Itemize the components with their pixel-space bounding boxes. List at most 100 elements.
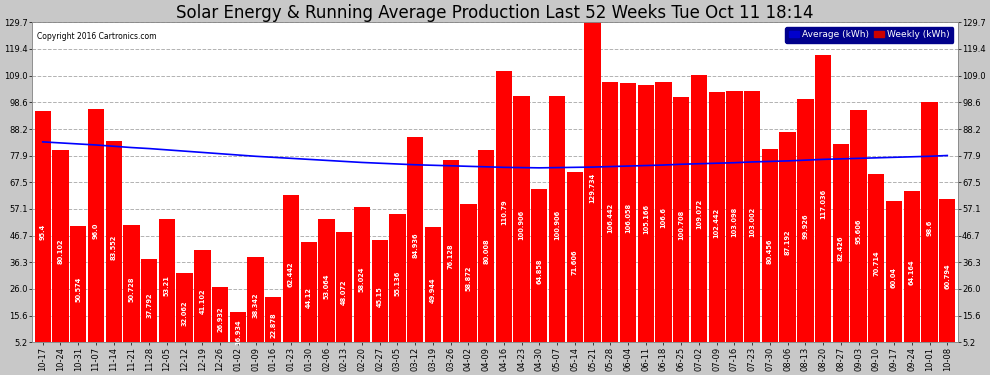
Bar bbox=[141, 259, 157, 356]
Text: 106.058: 106.058 bbox=[625, 203, 631, 233]
Text: 49.944: 49.944 bbox=[430, 277, 436, 303]
Text: 117.036: 117.036 bbox=[820, 189, 826, 219]
Bar bbox=[52, 150, 68, 356]
Text: 32.062: 32.062 bbox=[181, 300, 188, 326]
Bar bbox=[514, 96, 530, 356]
Text: 44.12: 44.12 bbox=[306, 287, 312, 308]
Bar bbox=[443, 160, 458, 356]
Text: 106.442: 106.442 bbox=[607, 202, 613, 232]
Text: 129.734: 129.734 bbox=[590, 172, 596, 202]
Text: 80.102: 80.102 bbox=[57, 238, 63, 264]
Text: 98.6: 98.6 bbox=[927, 219, 933, 236]
Text: 96.0: 96.0 bbox=[93, 223, 99, 239]
Bar bbox=[88, 109, 104, 356]
Text: 62.442: 62.442 bbox=[288, 261, 294, 287]
Bar bbox=[566, 172, 583, 356]
Text: 80.456: 80.456 bbox=[767, 238, 773, 264]
Text: 50.728: 50.728 bbox=[129, 276, 135, 302]
Bar bbox=[548, 96, 565, 356]
Bar bbox=[123, 225, 140, 356]
Text: 16.934: 16.934 bbox=[235, 320, 241, 345]
Bar bbox=[761, 149, 778, 356]
Text: 58.024: 58.024 bbox=[359, 267, 365, 292]
Bar bbox=[158, 219, 175, 356]
Bar bbox=[638, 86, 654, 356]
Bar bbox=[833, 144, 849, 356]
Bar bbox=[353, 207, 370, 356]
Text: 45.15: 45.15 bbox=[377, 286, 383, 307]
Text: 95.606: 95.606 bbox=[855, 219, 861, 244]
Text: 71.606: 71.606 bbox=[572, 249, 578, 275]
Bar bbox=[620, 83, 637, 356]
Bar bbox=[673, 97, 689, 356]
Bar bbox=[319, 219, 335, 356]
Text: 82.426: 82.426 bbox=[838, 236, 843, 261]
Text: 102.442: 102.442 bbox=[714, 207, 720, 238]
Text: 64.164: 64.164 bbox=[909, 259, 915, 285]
Text: 48.072: 48.072 bbox=[342, 280, 347, 305]
Text: 26.932: 26.932 bbox=[217, 307, 223, 332]
Text: 110.79: 110.79 bbox=[501, 199, 507, 225]
Bar bbox=[744, 91, 760, 356]
Bar bbox=[727, 91, 742, 356]
Bar bbox=[70, 226, 86, 356]
Bar bbox=[301, 242, 317, 356]
Bar bbox=[868, 174, 884, 356]
Text: 41.102: 41.102 bbox=[199, 289, 205, 314]
Bar bbox=[265, 297, 281, 356]
Text: 100.708: 100.708 bbox=[678, 210, 684, 240]
Bar bbox=[283, 195, 299, 356]
Bar bbox=[336, 232, 352, 356]
Text: 87.192: 87.192 bbox=[785, 230, 791, 255]
Text: 106.6: 106.6 bbox=[660, 207, 666, 228]
Bar bbox=[407, 137, 424, 356]
Bar bbox=[230, 312, 246, 356]
Text: 109.072: 109.072 bbox=[696, 199, 702, 229]
Bar bbox=[655, 82, 671, 356]
Bar bbox=[602, 82, 619, 356]
Text: 76.128: 76.128 bbox=[447, 244, 453, 269]
Text: 60.794: 60.794 bbox=[944, 263, 950, 289]
Text: 37.792: 37.792 bbox=[147, 293, 152, 318]
Bar bbox=[248, 257, 263, 356]
Text: 105.166: 105.166 bbox=[643, 204, 648, 234]
Bar bbox=[709, 92, 725, 356]
Bar bbox=[389, 214, 406, 356]
Bar bbox=[922, 102, 938, 356]
Bar bbox=[815, 55, 832, 356]
Bar bbox=[425, 227, 442, 356]
Bar bbox=[779, 132, 796, 356]
Text: 80.008: 80.008 bbox=[483, 238, 489, 264]
Text: 100.906: 100.906 bbox=[554, 209, 560, 240]
Text: 50.574: 50.574 bbox=[75, 276, 81, 302]
Text: 53.064: 53.064 bbox=[324, 273, 330, 299]
Bar bbox=[904, 191, 920, 356]
Text: 58.872: 58.872 bbox=[465, 266, 471, 291]
Text: 83.552: 83.552 bbox=[111, 234, 117, 260]
Text: 103.098: 103.098 bbox=[732, 207, 738, 237]
Bar bbox=[212, 286, 229, 356]
Bar bbox=[850, 110, 867, 356]
Bar bbox=[106, 141, 122, 356]
Text: 95.4: 95.4 bbox=[40, 224, 46, 240]
Bar bbox=[194, 250, 211, 356]
Text: Copyright 2016 Cartronics.com: Copyright 2016 Cartronics.com bbox=[37, 32, 156, 41]
Text: 64.858: 64.858 bbox=[537, 258, 543, 284]
Bar bbox=[532, 189, 547, 356]
Bar bbox=[35, 111, 50, 356]
Text: 103.002: 103.002 bbox=[749, 207, 755, 237]
Bar bbox=[691, 75, 707, 356]
Bar bbox=[478, 150, 494, 356]
Bar bbox=[460, 204, 476, 356]
Bar bbox=[886, 201, 902, 356]
Text: 53.21: 53.21 bbox=[164, 275, 170, 296]
Text: 99.926: 99.926 bbox=[802, 213, 809, 238]
Legend: Average (kWh), Weekly (kWh): Average (kWh), Weekly (kWh) bbox=[785, 27, 953, 43]
Text: 84.936: 84.936 bbox=[412, 232, 418, 258]
Text: 60.04: 60.04 bbox=[891, 267, 897, 288]
Bar bbox=[176, 273, 193, 356]
Text: 22.878: 22.878 bbox=[270, 312, 276, 338]
Text: 100.906: 100.906 bbox=[519, 209, 525, 240]
Text: 55.136: 55.136 bbox=[394, 271, 400, 296]
Text: 70.714: 70.714 bbox=[873, 251, 879, 276]
